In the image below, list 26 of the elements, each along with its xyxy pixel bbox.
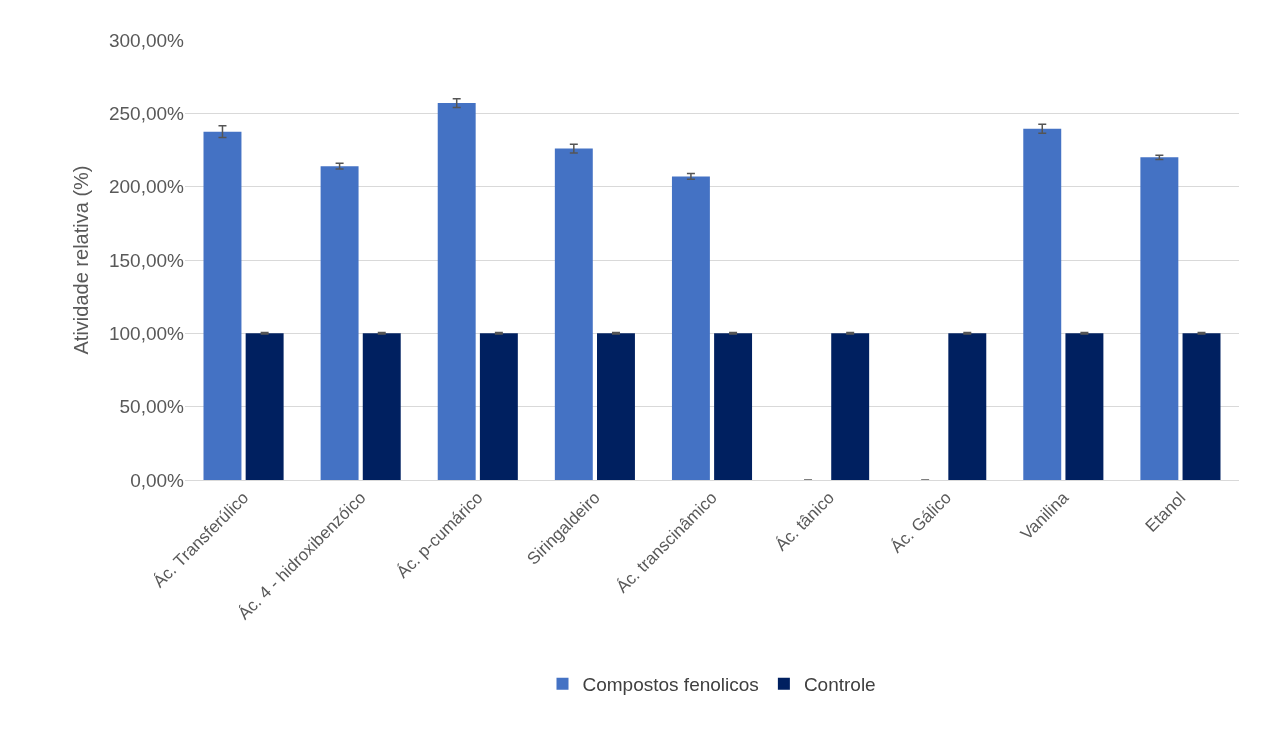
- bar: [245, 333, 284, 480]
- bar: [554, 148, 593, 480]
- bar: [1023, 128, 1062, 480]
- bar: [479, 333, 518, 480]
- bar: [1140, 157, 1179, 480]
- y-tick-label: 0,00%: [130, 469, 185, 491]
- bar: [1182, 333, 1221, 480]
- bar: [1065, 333, 1104, 480]
- bar: [831, 333, 870, 480]
- bar: [320, 166, 359, 480]
- y-tick-label: 300,00%: [108, 29, 185, 51]
- bar: [597, 333, 635, 480]
- bar: [671, 176, 710, 480]
- y-tick-label: 100,00%: [108, 322, 185, 344]
- bar: [948, 333, 987, 480]
- legend-label: Compostos fenolicos: [582, 674, 759, 696]
- y-axis-title: Atividade relativa (%): [70, 165, 93, 355]
- y-tick-label: 200,00%: [108, 176, 185, 198]
- y-tick-label: 50,00%: [119, 396, 185, 418]
- bar: [437, 103, 476, 480]
- bar: [714, 333, 753, 480]
- y-tick-label: 250,00%: [108, 102, 185, 124]
- legend-label: Controle: [803, 674, 876, 696]
- y-tick-label: 150,00%: [108, 249, 185, 271]
- bar: [362, 333, 401, 480]
- bar: [203, 131, 242, 480]
